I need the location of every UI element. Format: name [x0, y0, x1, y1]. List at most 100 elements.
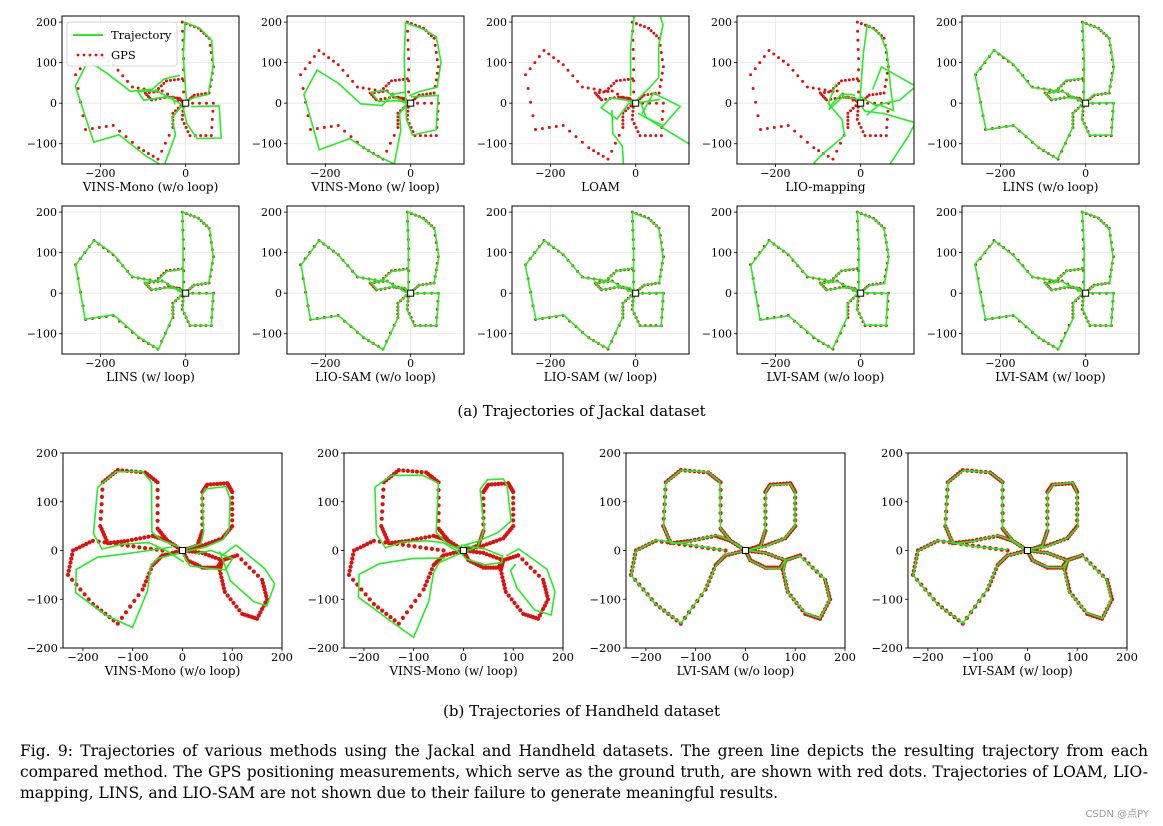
gps-point	[857, 68, 861, 72]
gps-point	[327, 56, 331, 60]
gps-point	[875, 92, 879, 96]
gps-point	[379, 516, 384, 521]
trajectory-line	[368, 280, 410, 295]
gps-point	[805, 85, 809, 89]
gps-point	[211, 482, 217, 487]
gps-point	[263, 590, 268, 595]
gps-point	[74, 546, 79, 552]
gps-point	[421, 587, 426, 592]
x-tick-label: 0	[632, 357, 639, 370]
x-tick-label: 100	[502, 650, 524, 664]
y-tick-label: −100	[927, 328, 957, 341]
gps-point	[355, 546, 360, 552]
gps-point	[568, 129, 572, 133]
gps-point	[159, 84, 163, 88]
x-tick-label: −100	[117, 650, 149, 664]
panel-2: −200 0 −100 0 100 200 LOAM	[477, 15, 690, 194]
gps-point	[155, 526, 160, 531]
y-tick-label: 100	[486, 57, 507, 70]
gps-point	[80, 543, 85, 548]
gps-point	[385, 149, 389, 153]
gps-point	[375, 605, 381, 610]
gps-point	[851, 77, 855, 81]
gps-point	[299, 73, 303, 77]
plot-area	[910, 468, 1115, 626]
gps-point	[786, 124, 790, 127]
gps-point	[211, 101, 215, 105]
trajectory-line	[1042, 280, 1085, 294]
gps-point	[791, 68, 795, 72]
gps-point	[329, 125, 333, 128]
legend: Trajectory GPS	[66, 21, 178, 67]
axes-frame	[625, 452, 846, 649]
y-tick-label: −200	[307, 641, 339, 655]
axes-frame	[61, 205, 240, 355]
gps-point	[882, 36, 886, 40]
gps-point	[652, 31, 656, 35]
gps-point	[609, 84, 613, 88]
gps-point	[367, 597, 372, 602]
gps-point	[518, 608, 523, 613]
gps-point	[351, 552, 356, 557]
origin-marker	[857, 289, 865, 297]
y-tick-label: 0	[50, 287, 57, 300]
gps-point	[840, 79, 843, 83]
gps-point	[433, 43, 437, 47]
x-tick-label: −200	[535, 167, 565, 180]
gps-point	[528, 565, 533, 570]
gps-point	[204, 134, 208, 138]
gps-point	[341, 68, 345, 72]
gps-point	[368, 540, 373, 545]
gps-point	[351, 577, 356, 582]
gps-point	[348, 564, 353, 569]
trajectory-line	[782, 554, 831, 620]
gps-point	[240, 611, 245, 617]
gps-point	[501, 578, 506, 584]
trajectory-line	[744, 482, 796, 552]
trajectory-line	[524, 239, 635, 350]
gps-point	[404, 610, 410, 615]
gps-point	[494, 555, 499, 560]
trajectory-line	[1063, 554, 1113, 620]
plot-area	[346, 468, 556, 639]
gps-point	[812, 146, 816, 150]
plot-area	[749, 20, 914, 164]
gps-point	[143, 579, 149, 584]
gps-point	[612, 81, 616, 85]
gps-point	[534, 128, 537, 131]
gps-point	[432, 91, 436, 95]
y-tick-label: 100	[711, 57, 732, 70]
gps-point	[210, 117, 214, 121]
gps-point	[383, 97, 387, 100]
trajectory-line	[460, 544, 504, 566]
gps-point	[65, 572, 71, 578]
y-tick-label: 100	[486, 247, 507, 260]
gps-point	[618, 78, 622, 82]
gps-point	[104, 125, 108, 128]
gps-point	[571, 74, 575, 78]
legend-label-trajectory: Trajectory	[111, 28, 172, 42]
gps-point	[857, 122, 861, 125]
trajectory-line	[181, 549, 234, 571]
gps-point	[541, 606, 546, 612]
gps-point	[198, 101, 201, 105]
gps-point	[622, 96, 626, 100]
gps-point	[626, 77, 630, 81]
y-tick-label: 0	[51, 544, 58, 558]
gps-point	[166, 92, 170, 96]
gps-point	[129, 537, 134, 543]
gps-point	[146, 534, 151, 539]
gps-point	[657, 91, 661, 95]
plot-area	[299, 210, 440, 351]
gps-point	[67, 564, 72, 569]
gps-point	[424, 134, 428, 138]
panel-5: −200 0 −100 0 100 200 LINS (w/ loop)	[27, 205, 240, 384]
gps-point	[434, 78, 438, 82]
gps-point	[849, 109, 853, 113]
gps-point	[180, 77, 184, 81]
gps-point	[396, 118, 400, 122]
gps-point	[544, 600, 549, 605]
gps-point	[434, 134, 438, 138]
trajectory-line	[1080, 101, 1115, 137]
gps-point	[423, 101, 426, 105]
